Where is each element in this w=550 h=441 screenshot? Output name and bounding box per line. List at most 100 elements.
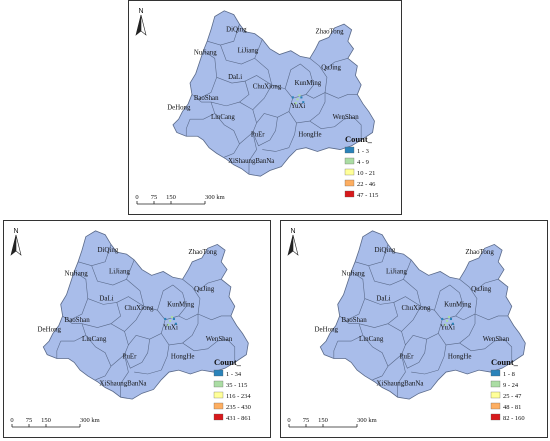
prefecture-boundary <box>78 244 112 266</box>
count-hotspot <box>174 322 177 325</box>
scale-label: 300 km <box>80 417 100 424</box>
province-map: DiQing NuJiang LiJiang ZhaoTong QuJing DaLi Ku… <box>37 230 249 400</box>
prefecture-boundary <box>455 278 478 321</box>
prefecture-boundary <box>445 314 476 346</box>
scale-bar: 0 75 150 300 km <box>135 194 225 205</box>
prefecture-boundary <box>182 338 236 363</box>
prefecture-label-wenshan: WenShan <box>333 114 360 121</box>
legend-item-label: 48 - 81 <box>503 404 521 411</box>
prefecture-label-baoshan: BaoShan <box>194 95 219 102</box>
prefecture-label-honghe: HongHe <box>298 131 321 138</box>
prefecture-boundary <box>120 354 129 398</box>
legend-swatch <box>490 369 501 377</box>
count-hotspot <box>451 322 454 325</box>
prefecture-label-diqing: DiQing <box>226 27 247 34</box>
prefecture-boundary <box>85 335 112 381</box>
prefecture-boundary <box>358 298 399 328</box>
prefecture-label-dali: DaLi <box>376 294 390 302</box>
legend-swatch <box>344 190 355 198</box>
count-hotspot <box>172 317 176 321</box>
prefecture-label-dali: DaLi <box>99 294 113 302</box>
prefecture-boundary <box>324 58 348 70</box>
prefecture-label-zhaotong: ZhaoTong <box>188 248 217 256</box>
map-svg: N DiQing NuJiang LiJiang ZhaoTong QuJing DaLi K… <box>10 228 251 428</box>
prefecture-label-xishaungbanna: XiShaungBanNa <box>376 380 423 388</box>
scale-label: 0 <box>287 417 290 424</box>
prefecture-label-wenshan: WenShan <box>206 335 233 343</box>
prefecture-label-xishaungbanna: XiShaungBanNa <box>228 158 274 165</box>
prefecture-boundary <box>248 132 257 175</box>
prefecture-boundary <box>411 369 439 375</box>
scale-label: 300 km <box>205 194 225 201</box>
legend-item-label: 9 - 24 <box>503 382 519 389</box>
prefecture-boundary <box>207 24 240 46</box>
scale-label: 75 <box>26 417 33 424</box>
prefecture-label-diqing: DiQing <box>374 246 395 254</box>
prefecture-label-baoshan: BaoShan <box>342 316 368 324</box>
legend-swatch <box>213 391 224 399</box>
count-hotspot <box>447 315 451 319</box>
north-arrow-icon: N <box>10 228 22 256</box>
prefecture-label-zhaotong: ZhaoTong <box>316 29 345 36</box>
count-hotspot <box>446 319 449 322</box>
prefecture-label-qujing: QuJing <box>194 285 215 293</box>
count-hotspot <box>300 96 303 99</box>
scale-label: 150 <box>166 194 176 201</box>
north-label: N <box>138 8 143 15</box>
count-hotspot <box>296 98 299 101</box>
prefecture-boundary <box>474 278 499 292</box>
scale-label: 150 <box>318 417 328 424</box>
north-arrow-icon: N <box>135 8 147 36</box>
prefecture-boundary <box>245 75 272 86</box>
prefecture-boundary <box>220 39 263 65</box>
prefecture-boundary <box>262 147 289 152</box>
prefecture-boundary <box>91 259 135 286</box>
prefecture-boundary <box>368 259 412 286</box>
prefecture-label-dehong: DeHong <box>37 325 61 333</box>
scale-label: 150 <box>41 417 51 424</box>
prefecture-label-xishaungbanna: XiShaungBanNa <box>99 380 146 388</box>
prefecture-boundary <box>214 113 240 158</box>
prefecture-label-puer: PuEr <box>400 353 415 361</box>
count-hotspot <box>170 315 174 319</box>
legend-swatch <box>344 146 355 154</box>
prefecture-boundary <box>437 333 447 371</box>
legend-swatch <box>213 380 224 388</box>
count-hotspot <box>291 96 294 99</box>
prefecture-boundary <box>168 314 199 346</box>
prefecture-boundary <box>296 92 326 124</box>
prefecture-label-lijiang: LiJiang <box>238 48 259 55</box>
prefecture-boundary <box>56 340 61 359</box>
map-panel-bottom-right: N DiQing NuJiang LiJiang ZhaoTong QuJing DaLi K… <box>280 220 548 438</box>
north-label: N <box>290 228 295 235</box>
legend-item-label: 22 - 46 <box>357 181 376 188</box>
prefecture-boundary <box>355 244 389 266</box>
scale-label: 0 <box>10 417 13 424</box>
prefecture-label-chuxiong: ChuXiong <box>253 84 282 91</box>
prefecture-label-qujing: QuJing <box>471 285 492 293</box>
prefecture-label-dehong: DeHong <box>167 105 191 112</box>
legend-title: Count_ <box>491 357 519 367</box>
prefecture-boundary <box>160 333 170 371</box>
prefecture-boundary <box>401 278 422 332</box>
prefecture-label-honghe: HongHe <box>171 353 195 361</box>
legend-swatch <box>213 369 224 377</box>
prefecture-boundary <box>347 271 366 321</box>
legend-swatch <box>490 391 501 399</box>
prefecture-boundary <box>190 94 216 120</box>
legend-item-label: 82 - 160 <box>503 415 525 422</box>
scale-label: 300 km <box>357 417 377 424</box>
prefecture-boundary <box>178 278 201 321</box>
prefecture-boundary <box>333 340 338 359</box>
prefecture-label-kunming: KunMing <box>444 300 472 308</box>
prefecture-boundary <box>185 119 191 137</box>
map-svg: N DiQing NuJiang LiJiang ZhaoTong QuJing DaLi K… <box>135 8 378 205</box>
prefecture-boundary <box>116 296 145 307</box>
prefecture-label-yuxi: YuXi <box>440 324 455 332</box>
legend-item-label: 35 - 115 <box>226 382 247 389</box>
prefecture-boundary <box>81 298 122 328</box>
prefecture-boundary <box>124 278 145 332</box>
count-hotspot <box>169 319 172 322</box>
legend-title: Count_ <box>214 357 242 367</box>
legend-item-label: 235 - 430 <box>226 404 251 411</box>
